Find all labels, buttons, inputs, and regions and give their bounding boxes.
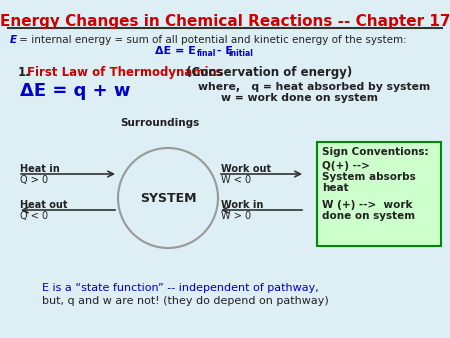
Text: Work in: Work in [221,200,263,210]
Text: Sign Conventions:: Sign Conventions: [322,147,428,157]
Text: Surroundings: Surroundings [120,118,199,128]
Text: = internal energy = sum of all potential and kinetic energy of the system:: = internal energy = sum of all potential… [16,35,407,45]
Text: Work out: Work out [221,164,271,174]
Text: E: E [10,35,17,45]
Text: First Law of Thermodynamics: First Law of Thermodynamics [27,66,222,79]
Text: Q > 0: Q > 0 [20,175,48,185]
Text: but, q and w are not! (they do depend on pathway): but, q and w are not! (they do depend on… [42,296,329,306]
Text: SYSTEM: SYSTEM [140,192,196,204]
Text: E is a “state function” -- independent of pathway,: E is a “state function” -- independent o… [42,283,319,293]
Text: Heat in: Heat in [20,164,60,174]
Text: done on system: done on system [322,211,415,221]
Text: Q(+) -->: Q(+) --> [322,161,370,171]
Text: heat: heat [322,183,349,193]
Text: initial: initial [228,49,253,58]
Text: W (+) -->  work: W (+) --> work [322,200,413,210]
Text: ΔE = E: ΔE = E [155,46,196,56]
FancyBboxPatch shape [317,142,441,246]
Text: (Conservation of energy): (Conservation of energy) [182,66,352,79]
Text: Heat out: Heat out [20,200,68,210]
Text: ΔE = q + w: ΔE = q + w [20,82,130,100]
Text: Energy Changes in Chemical Reactions -- Chapter 17: Energy Changes in Chemical Reactions -- … [0,14,450,29]
Text: W < 0: W < 0 [221,175,251,185]
Text: w = work done on system: w = work done on system [221,93,378,103]
Text: where,   q = heat absorbed by system: where, q = heat absorbed by system [198,82,430,92]
Text: W > 0: W > 0 [221,211,251,221]
Text: - E: - E [213,46,233,56]
Text: 1.: 1. [18,66,31,79]
Text: final: final [197,49,216,58]
Text: Q < 0: Q < 0 [20,211,48,221]
Text: System absorbs: System absorbs [322,172,416,182]
